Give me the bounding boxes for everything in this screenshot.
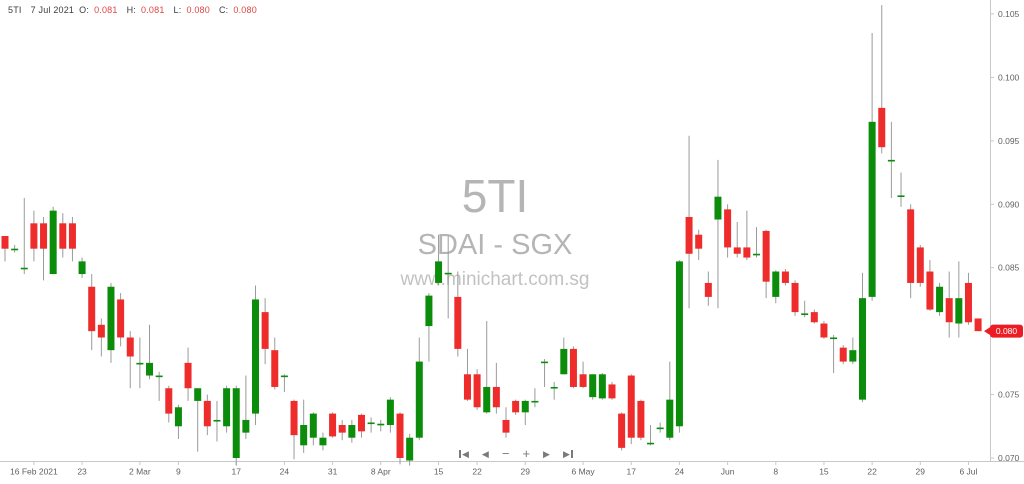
- open-value: 0.081: [94, 5, 118, 15]
- watermark-symbol: 5TI: [461, 170, 529, 222]
- skip-to-end-button[interactable]: ▶: [563, 449, 573, 459]
- svg-text:0.070: 0.070: [998, 453, 1020, 463]
- svg-text:24: 24: [280, 467, 290, 477]
- svg-text:29: 29: [521, 467, 531, 477]
- svg-text:23: 23: [77, 467, 87, 477]
- step-back-icon: ◀: [481, 449, 489, 459]
- svg-text:6 Jul: 6 Jul: [959, 467, 977, 477]
- svg-text:0.075: 0.075: [998, 390, 1020, 400]
- zoom-in-button[interactable]: +: [522, 446, 531, 461]
- ohlc-header: 5TI 7 Jul 2021 O: 0.081 H: 0.081 L: 0.08…: [8, 5, 261, 15]
- svg-text:22: 22: [867, 467, 877, 477]
- step-forward-button[interactable]: ▶: [543, 449, 550, 459]
- skip-start-bar-icon: [459, 450, 461, 458]
- svg-text:2 Mar: 2 Mar: [129, 467, 151, 477]
- watermark-name: SDAI - SGX: [417, 229, 573, 262]
- low-label: L:: [173, 5, 182, 15]
- svg-text:0.105: 0.105: [998, 9, 1020, 19]
- chart-nav-toolbar: ◀ ◀ − + ▶ ▶: [459, 446, 573, 461]
- step-forward-icon: ▶: [543, 449, 550, 459]
- svg-text:15: 15: [434, 467, 444, 477]
- zoom-out-button[interactable]: −: [501, 446, 510, 461]
- skip-end-bar-icon: [570, 450, 573, 458]
- svg-text:0.090: 0.090: [998, 199, 1020, 209]
- svg-text:0.095: 0.095: [998, 136, 1020, 146]
- svg-text:9: 9: [176, 467, 181, 477]
- zoom-in-icon: +: [522, 446, 531, 461]
- last-price-tag: 0.080: [984, 324, 1023, 338]
- step-back-button[interactable]: ◀: [482, 449, 489, 459]
- svg-text:29: 29: [916, 467, 926, 477]
- svg-text:0.080: 0.080: [996, 326, 1018, 336]
- zoom-out-icon: −: [501, 446, 510, 461]
- svg-text:8 Apr: 8 Apr: [371, 467, 391, 477]
- high-label: H:: [126, 5, 136, 15]
- svg-text:8: 8: [773, 467, 778, 477]
- open-label: O:: [79, 5, 90, 15]
- svg-text:Jun: Jun: [721, 467, 735, 477]
- skip-to-start-button[interactable]: ◀: [459, 449, 469, 459]
- svg-text:0.085: 0.085: [998, 263, 1020, 273]
- close-label: C:: [218, 5, 229, 15]
- svg-text:17: 17: [231, 467, 241, 477]
- symbol-label: 5TI: [8, 5, 22, 15]
- svg-text:17: 17: [627, 467, 637, 477]
- high-value: 0.081: [141, 5, 165, 15]
- svg-text:15: 15: [819, 467, 829, 477]
- svg-text:6 May: 6 May: [572, 467, 596, 477]
- skip-to-start-icon: ◀: [462, 449, 469, 459]
- svg-text:0.100: 0.100: [998, 72, 1020, 82]
- close-value: 0.080: [233, 5, 257, 15]
- low-value: 0.080: [186, 5, 210, 15]
- svg-text:22: 22: [472, 467, 482, 477]
- svg-text:24: 24: [675, 467, 685, 477]
- skip-to-end-icon: ▶: [562, 449, 570, 459]
- date-label: 7 Jul 2021: [30, 5, 75, 15]
- svg-text:16 Feb 2021: 16 Feb 2021: [10, 467, 58, 477]
- svg-text:31: 31: [328, 467, 338, 477]
